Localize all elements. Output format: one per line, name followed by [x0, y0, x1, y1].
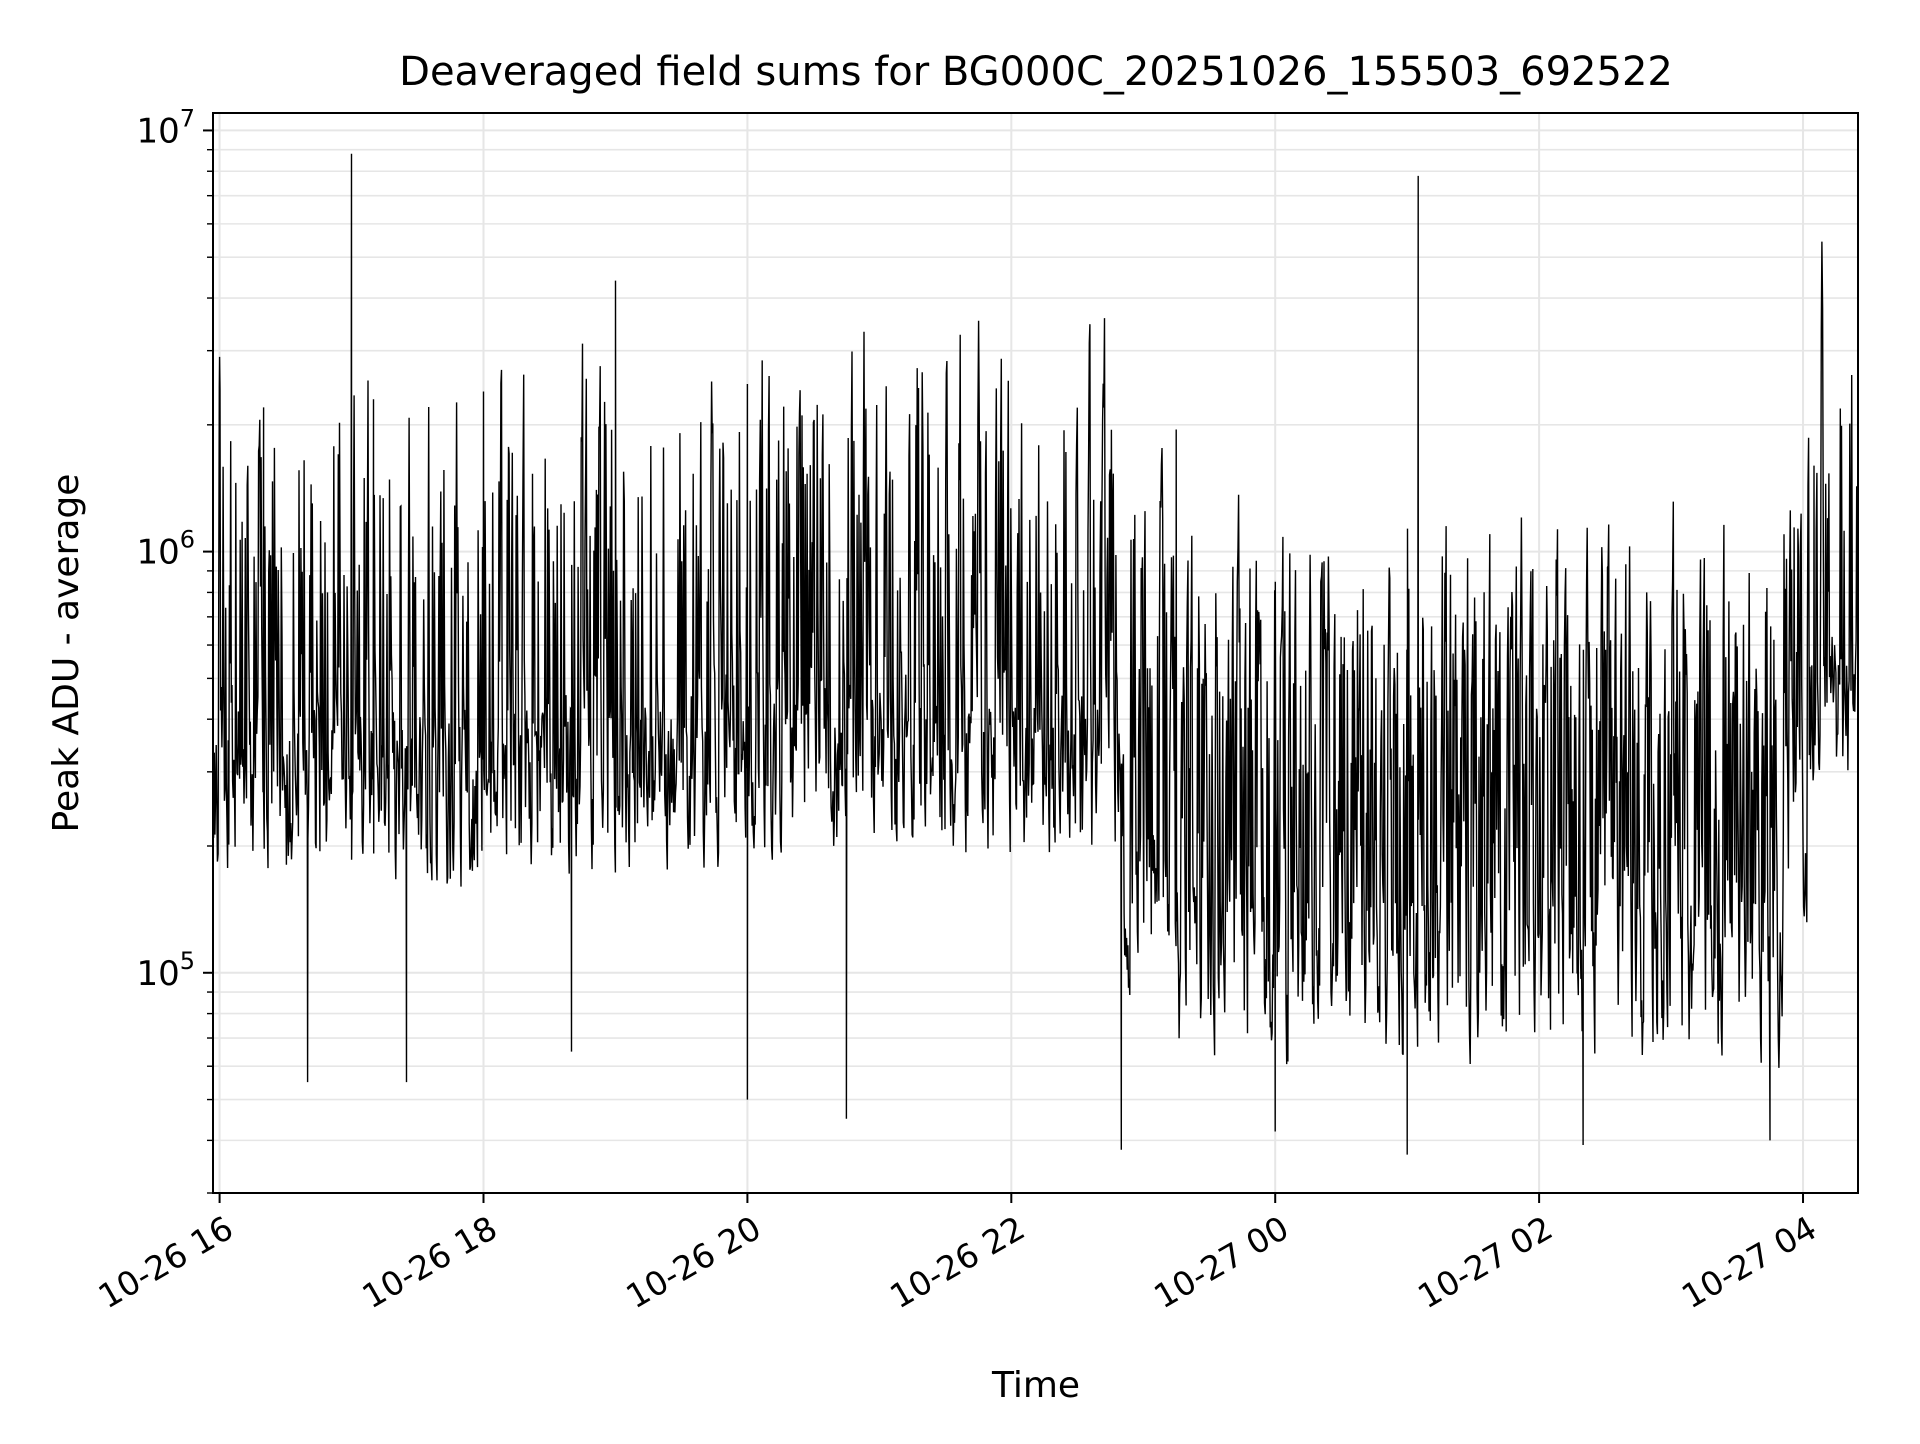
x-axis-label: Time	[991, 1365, 1080, 1406]
plot-area-frame	[212, 112, 1859, 1194]
y-tick-label: 107	[136, 104, 195, 151]
series-layer	[213, 153, 1858, 1155]
y-tick-label: 105	[136, 947, 195, 994]
series-line	[213, 153, 1858, 1155]
y-axis-label: Peak ADU - average	[46, 474, 87, 833]
y-tick-label: 106	[136, 526, 195, 573]
chart-title: Deaveraged field sums for BG000C_2025102…	[399, 49, 1673, 95]
